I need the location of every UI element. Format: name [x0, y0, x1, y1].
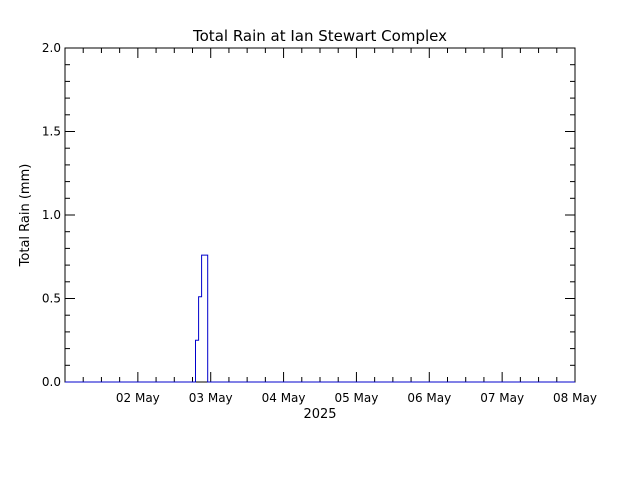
x-tick-label: 07 May: [480, 391, 524, 405]
x-tick-label: 04 May: [262, 391, 306, 405]
axes: 0.0 0.5 1.0 1.5 2.0 02 May 03 May 04 May 05 May 0…: [42, 41, 597, 405]
x-tick-label: 08 May: [553, 391, 597, 405]
y-tick-label: 0.0: [42, 375, 61, 389]
y-axis-label: Total Rain (mm): [18, 164, 33, 268]
y-tick-label: 1.0: [42, 208, 61, 222]
y-tick-label: 1.5: [42, 125, 61, 139]
x-tick-label: 06 May: [407, 391, 451, 405]
x-tick-label: 03 May: [189, 391, 233, 405]
series-layer: [65, 254, 575, 383]
chart-title: Total Rain at Ian Stewart Complex: [192, 27, 447, 45]
y-tick-label: 0.5: [42, 292, 61, 306]
rain-series-line: [65, 254, 575, 383]
x-tick-label: 02 May: [116, 391, 160, 405]
y-tick-label: 2.0: [42, 41, 61, 55]
x-axis-label: 2025: [303, 407, 336, 422]
x-tick-label: 05 May: [334, 391, 378, 405]
